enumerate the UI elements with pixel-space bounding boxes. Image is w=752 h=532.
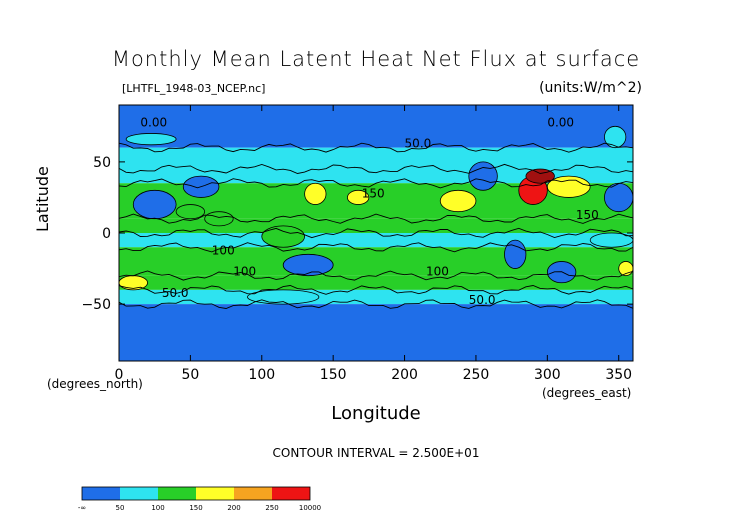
x-axis-unit-note: (degrees_east) <box>542 386 632 400</box>
latitude-band-7 <box>119 275 633 290</box>
flux-region-5 <box>347 189 370 205</box>
chart-title: Monthly Mean Latent Heat Net Flux at sur… <box>111 47 641 71</box>
units-label: (units:W/m^2) <box>539 80 642 96</box>
contour-label-3: 150 <box>362 186 385 200</box>
flux-region-11 <box>261 225 306 248</box>
latitude-band-9 <box>119 304 633 361</box>
x-tick-label: 0 <box>115 367 124 383</box>
colorbar-segment <box>291 487 310 500</box>
flux-region-14 <box>132 189 177 220</box>
x-tick-label: 250 <box>463 367 490 383</box>
flux-region-21 <box>125 133 177 146</box>
flux-region-3 <box>439 189 477 213</box>
colorbar-segment <box>139 487 158 500</box>
latitude-band-8 <box>119 289 633 305</box>
flux-region-12 <box>504 239 527 269</box>
contour-label-0: 0.00 <box>140 115 167 129</box>
flux-region-15 <box>604 182 633 213</box>
latitude-band-1 <box>119 147 633 169</box>
contour-line-9 <box>119 299 633 309</box>
y-axis-unit-note: (degrees_north) <box>47 377 143 391</box>
contour-line-8 <box>119 285 633 295</box>
file-name-label: [LHTFL_1948-03_NCEP.nc] <box>122 82 266 95</box>
x-tick-label: 100 <box>248 367 275 383</box>
latitude-band-5 <box>119 233 633 248</box>
latitude-band-0 <box>119 105 633 148</box>
flux-region-4 <box>304 182 327 205</box>
colorbar-segment <box>253 487 272 500</box>
x-tick-label: 200 <box>391 367 418 383</box>
flux-region-7 <box>175 204 206 220</box>
contour-line-6 <box>119 242 633 253</box>
contour-line-5 <box>119 227 633 239</box>
contour-interval-label: CONTOUR INTERVAL = 2.500E+01 <box>272 446 480 460</box>
flux-region-20 <box>604 125 627 149</box>
contour-label-5: 100 <box>212 243 235 257</box>
contour-label-2: 50.0 <box>405 137 432 151</box>
colorbar-segment <box>120 487 139 500</box>
colorbar-segment <box>234 487 253 500</box>
x-tick-label: 300 <box>534 367 561 383</box>
contour-label-9: 50.0 <box>162 286 189 300</box>
y-tick-label: 50 <box>93 155 111 171</box>
x-axis-label: Longitude <box>331 403 421 424</box>
latitude-band-4 <box>119 218 633 233</box>
colorbar-level-label: 150 <box>189 504 202 512</box>
colorbar-segment <box>82 487 101 500</box>
contour-line-7 <box>119 270 633 281</box>
colorbar-segment <box>215 487 234 500</box>
y-tick-label: −50 <box>81 297 111 313</box>
colorbar-segment <box>196 487 215 500</box>
colorbar-segment <box>177 487 196 500</box>
flux-region-17 <box>282 253 334 277</box>
flux-region-2 <box>546 175 591 198</box>
colorbar-level-label: -∞ <box>78 504 86 512</box>
contour-label-7: 100 <box>426 265 449 279</box>
colorbar-level-label: 100 <box>151 504 164 512</box>
contour-label-4: 150 <box>576 208 599 222</box>
colorbar-level-label: 250 <box>265 504 278 512</box>
colorbar-level-label: 10000 <box>299 504 321 512</box>
contour-label-1: 0.00 <box>547 115 574 129</box>
contour-line-2 <box>119 163 633 174</box>
colorbar-segment <box>101 487 120 500</box>
colorbar-frame <box>81 486 311 501</box>
contour-line-1 <box>119 142 633 153</box>
latitude-band-2 <box>119 169 633 184</box>
x-tick-label: 50 <box>181 367 199 383</box>
colorbar-level-label: 50 <box>116 504 125 512</box>
flux-region-6 <box>204 211 234 227</box>
y-tick-label: 0 <box>102 226 111 242</box>
colorbar-segment <box>158 487 177 500</box>
contour-label-6: 100 <box>233 265 256 279</box>
contour-line-3 <box>119 178 633 189</box>
flux-region-18 <box>468 161 498 191</box>
colorbar-segment <box>272 487 291 500</box>
x-tick-label: 350 <box>605 367 632 383</box>
contour-label-8: 50.0 <box>469 293 496 307</box>
x-tick-label: 150 <box>320 367 347 383</box>
flux-region-13 <box>589 232 633 248</box>
colorbar-level-label: 200 <box>227 504 240 512</box>
contour-line-4 <box>119 213 633 224</box>
